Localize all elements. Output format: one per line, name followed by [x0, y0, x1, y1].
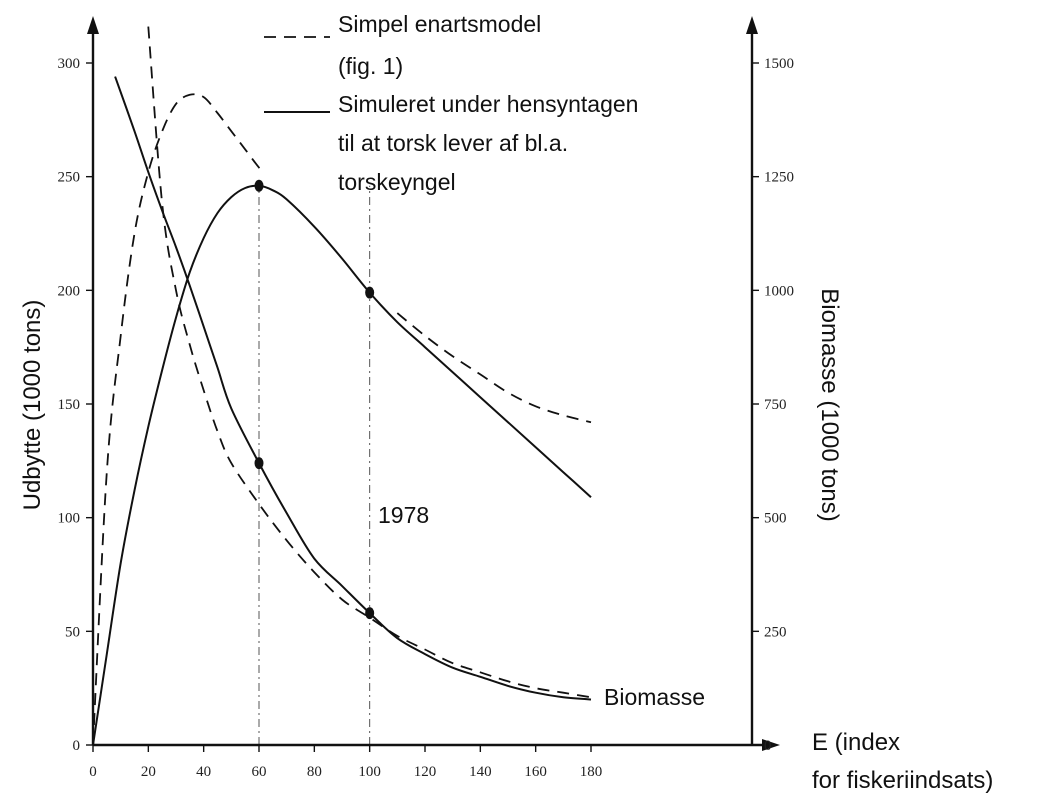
- x-tick-label: 120: [414, 764, 437, 780]
- annotation-biomass: Biomasse: [604, 684, 705, 710]
- ticks-group: 0 20 40 60 80 100 120 140 160 180 0 50 100 150 200 250 3…: [58, 56, 795, 780]
- y-left-tick-label: 100: [58, 511, 81, 527]
- y-right-tick-label: 500: [764, 511, 787, 527]
- series-line-biomass-solid: [114, 76, 592, 701]
- x-axis-label-line2: for fiskeriindsats): [812, 767, 993, 794]
- legend-solid-label-line2: til at torsk lever af bl.a.: [338, 130, 568, 156]
- data-point-marker: [365, 286, 375, 299]
- guide-lines: [258, 185, 371, 745]
- y-left-axis-arrow: [87, 16, 99, 34]
- x-axis-label-line1: E (index: [812, 729, 900, 756]
- data-point-marker: [254, 179, 264, 192]
- annotation-year: 1978: [378, 502, 429, 528]
- data-point-marker: [365, 607, 375, 620]
- x-tick-label: 180: [580, 764, 603, 780]
- x-axis-arrow: [762, 739, 780, 751]
- data-point-marker: [254, 457, 264, 470]
- x-tick-label: 60: [252, 764, 267, 780]
- markers-group: [254, 179, 375, 620]
- y-left-tick-label: 50: [65, 624, 80, 640]
- x-tick-label: 140: [469, 764, 492, 780]
- series-line-yield-dashed: [396, 312, 592, 424]
- y-right-axis-arrow: [746, 16, 758, 34]
- y-left-tick-label: 0: [73, 738, 81, 754]
- y-left-tick-label: 250: [58, 170, 81, 186]
- legend-solid-label-line3: torskeyngel: [338, 169, 456, 195]
- legend-dashed-label-line2: (fig. 1): [338, 53, 403, 79]
- y-left-axis-label: Udbytte (1000 tons): [19, 300, 46, 511]
- series-line-yield-dashed: [92, 93, 266, 746]
- y-right-tick-label: 1500: [764, 56, 794, 72]
- y-right-axis-label: Biomasse (1000 tons): [816, 288, 843, 521]
- x-tick-label: 100: [358, 764, 381, 780]
- y-right-tick-label: 1250: [764, 170, 794, 186]
- y-right-tick-label: 0: [764, 738, 772, 754]
- legend-dashed-label-line1: Simpel enartsmodel: [338, 11, 541, 37]
- y-left-tick-label: 300: [58, 56, 81, 72]
- y-right-tick-label: 1000: [764, 283, 794, 299]
- series-line-yield-solid: [92, 184, 592, 746]
- x-tick-label: 40: [196, 764, 211, 780]
- legend-solid-label-line1: Simuleret under hensyntagen: [338, 91, 638, 117]
- y-left-tick-label: 200: [58, 283, 81, 299]
- x-tick-label: 0: [89, 764, 97, 780]
- x-tick-label: 160: [524, 764, 547, 780]
- y-right-tick-label: 250: [764, 624, 787, 640]
- x-tick-label: 20: [141, 764, 156, 780]
- series-line-biomass-dashed: [147, 26, 592, 699]
- y-left-tick-label: 150: [58, 397, 81, 413]
- x-tick-label: 80: [307, 764, 322, 780]
- y-right-tick-label: 750: [764, 397, 787, 413]
